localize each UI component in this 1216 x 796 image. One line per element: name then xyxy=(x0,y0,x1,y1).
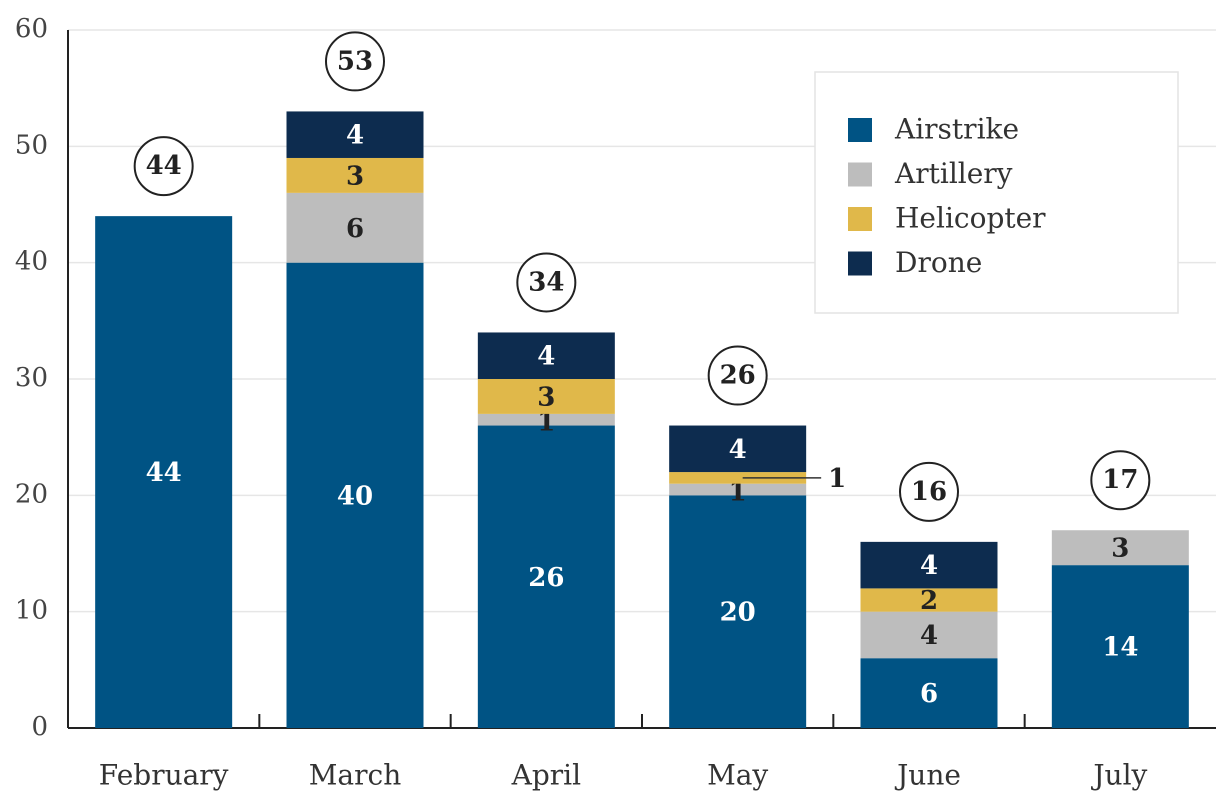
total-label: 26 xyxy=(720,361,756,391)
legend-label: Drone xyxy=(895,246,982,279)
legend-label: Artillery xyxy=(894,157,1013,190)
bar-segment xyxy=(1051,530,1189,566)
data-label: 2 xyxy=(920,586,938,616)
total-circle xyxy=(133,136,194,197)
bar-segment xyxy=(669,425,807,473)
data-label: 4 xyxy=(920,551,938,581)
bar-segment xyxy=(669,483,807,496)
legend-label: Helicopter xyxy=(895,202,1046,235)
y-tick-label: 20 xyxy=(15,479,48,509)
data-label: 3 xyxy=(1111,534,1129,564)
legend-label: Airstrike xyxy=(894,113,1019,146)
total-circle xyxy=(325,31,385,92)
y-tick-label: 60 xyxy=(15,14,48,44)
y-tick-label: 40 xyxy=(15,247,48,277)
total-circle xyxy=(516,252,577,313)
x-tick-label: April xyxy=(511,759,581,792)
data-label: 4 xyxy=(346,121,364,151)
data-label: 1 xyxy=(729,478,747,508)
total-circle xyxy=(707,345,768,406)
y-tick-label: 50 xyxy=(15,130,48,160)
data-label: 4 xyxy=(920,621,938,651)
data-label: 3 xyxy=(346,161,364,191)
x-tick-label: June xyxy=(894,759,961,792)
data-label: 3 xyxy=(537,382,555,412)
data-label: 40 xyxy=(337,481,373,511)
data-label: 14 xyxy=(1102,633,1138,663)
bar-segment xyxy=(477,379,615,414)
data-label: 4 xyxy=(729,435,747,465)
bar-segment xyxy=(1051,565,1189,728)
total-label: 34 xyxy=(528,267,564,297)
bar-segment xyxy=(477,425,615,728)
data-label: 6 xyxy=(920,679,938,709)
bar-segment xyxy=(286,111,424,158)
y-tick-label: 30 xyxy=(15,363,48,393)
data-label: 26 xyxy=(528,563,564,593)
bar-segment xyxy=(286,157,424,193)
data-label: 1 xyxy=(828,464,846,494)
y-tick-label: 10 xyxy=(15,596,48,626)
bar-segment xyxy=(860,588,998,612)
legend-box xyxy=(814,71,1179,314)
bar-segment xyxy=(669,472,807,484)
total-label: 16 xyxy=(911,477,947,507)
x-tick-label: July xyxy=(1090,759,1147,792)
total-label: 53 xyxy=(337,46,373,76)
bar-segment xyxy=(669,495,807,728)
x-tick-label: May xyxy=(707,759,768,792)
bar-segment xyxy=(860,658,998,728)
bar-segment xyxy=(95,216,233,728)
data-label: 20 xyxy=(720,598,756,628)
legend-swatch xyxy=(848,118,872,142)
bar-segment xyxy=(477,413,615,426)
data-label: 6 xyxy=(346,214,364,244)
legend-swatch xyxy=(848,162,872,187)
bar-segment xyxy=(860,611,998,659)
data-label: 4 xyxy=(537,342,555,372)
bar-segment xyxy=(477,332,615,379)
bar-segment xyxy=(860,541,998,589)
total-label: 17 xyxy=(1102,465,1138,495)
total-label: 44 xyxy=(146,151,182,181)
bar-segment xyxy=(286,192,424,263)
bar-segment xyxy=(286,262,424,728)
legend-swatch xyxy=(848,251,872,276)
data-label: 44 xyxy=(146,458,182,488)
x-tick-label: March xyxy=(309,759,401,792)
data-label: 1 xyxy=(537,408,555,438)
total-circle xyxy=(899,461,959,522)
y-tick-label: 0 xyxy=(31,712,48,742)
total-circle xyxy=(1090,450,1151,511)
x-tick-label: February xyxy=(99,759,229,792)
legend-swatch xyxy=(848,207,872,231)
